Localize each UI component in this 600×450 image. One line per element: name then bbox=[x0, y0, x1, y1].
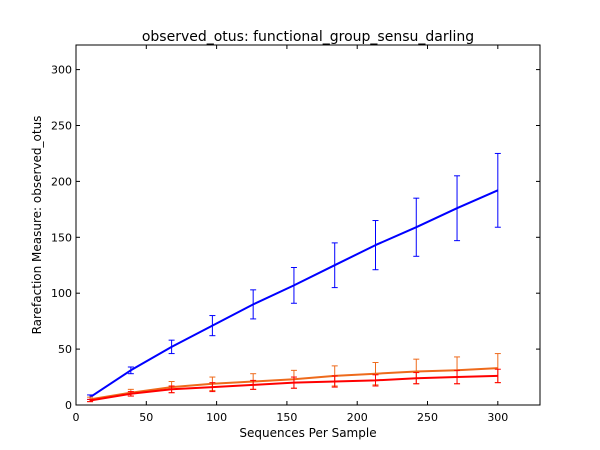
y-tick-label: 250 bbox=[51, 119, 72, 132]
plot-frame bbox=[75, 44, 541, 406]
x-tick-label: 250 bbox=[417, 411, 438, 424]
series-1 bbox=[87, 152, 501, 400]
x-tick-label: 100 bbox=[206, 411, 227, 424]
axis-ticks: 0 50 100 150 200 250 300 0 50 100 150 200 250 300 bbox=[51, 45, 540, 424]
x-tick-label: 300 bbox=[487, 411, 508, 424]
x-tick-label: 200 bbox=[347, 411, 368, 424]
y-tick-label: 50 bbox=[58, 343, 72, 356]
x-tick-label: 50 bbox=[139, 411, 153, 424]
series-line bbox=[89, 189, 499, 399]
x-axis-title: Sequences Per Sample bbox=[239, 426, 376, 440]
series-line bbox=[89, 374, 498, 402]
y-tick-label: 150 bbox=[51, 231, 72, 244]
y-tick-label: 100 bbox=[51, 287, 72, 300]
series-3 bbox=[87, 368, 501, 403]
x-tick-label: 150 bbox=[276, 411, 297, 424]
y-tick-label: 300 bbox=[51, 64, 72, 77]
y-tick-label: 0 bbox=[65, 399, 72, 412]
series-layer bbox=[87, 152, 501, 403]
y-axis-title: Rarefaction Measure: observed_otus bbox=[30, 116, 44, 335]
chart-title: observed_otus: functional_group_sensu_da… bbox=[142, 29, 474, 45]
y-tick-label: 200 bbox=[51, 175, 72, 188]
x-tick-label: 0 bbox=[73, 411, 80, 424]
